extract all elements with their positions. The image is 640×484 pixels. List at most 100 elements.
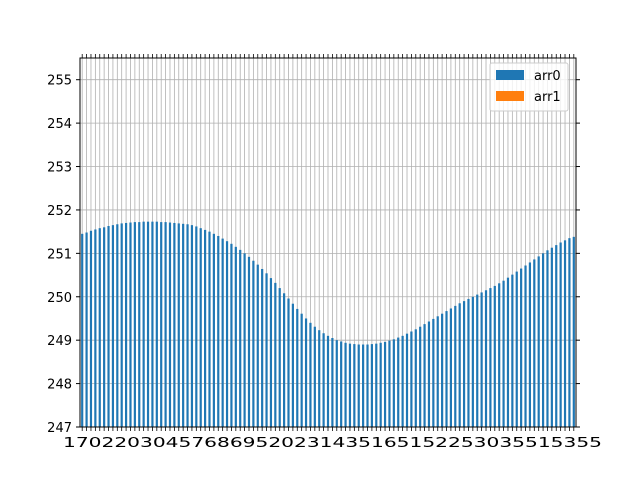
- bar: [81, 233, 84, 427]
- y-tick-label: 250: [47, 291, 72, 306]
- bar: [397, 337, 400, 427]
- bar: [186, 224, 189, 427]
- bar: [340, 341, 343, 427]
- bar: [515, 271, 518, 427]
- bar: [269, 278, 273, 427]
- bar: [493, 285, 496, 427]
- bar: [208, 231, 211, 427]
- bar: [261, 268, 264, 427]
- legend-swatch-arr1: [496, 91, 524, 101]
- bar: [313, 326, 316, 427]
- bar: [383, 341, 387, 427]
- bar: [388, 340, 391, 427]
- bar: [419, 326, 422, 427]
- bar: [533, 259, 536, 427]
- bar: [318, 330, 321, 427]
- bar: [476, 294, 479, 427]
- bar: [427, 321, 431, 427]
- legend: arr0 arr1: [489, 62, 569, 112]
- bar: [146, 221, 150, 427]
- bar: [239, 249, 242, 427]
- bar: [204, 229, 207, 427]
- bar: [133, 222, 136, 427]
- bar: [168, 222, 172, 427]
- bar: [401, 335, 404, 427]
- bar: [182, 223, 185, 427]
- bar: [480, 292, 483, 427]
- bar: [423, 324, 426, 427]
- bar: [304, 318, 308, 427]
- bar: [326, 335, 330, 427]
- bar: [498, 283, 501, 427]
- bar: [155, 221, 158, 427]
- y-tick-label: 252: [47, 204, 72, 219]
- bar: [344, 342, 347, 427]
- bar: [467, 298, 470, 427]
- bar: [449, 308, 452, 427]
- bar: [89, 230, 93, 427]
- bar: [335, 340, 338, 427]
- bar: [392, 339, 395, 427]
- bar: [528, 262, 532, 427]
- bar: [462, 301, 466, 427]
- bar: [502, 280, 505, 427]
- bar: [445, 311, 448, 427]
- legend-label-arr0: arr0: [534, 69, 561, 84]
- bar: [124, 222, 128, 427]
- bar: [221, 238, 224, 427]
- bar: [212, 233, 215, 427]
- bar: [120, 223, 123, 427]
- bar: [243, 253, 246, 427]
- bar: [217, 235, 220, 427]
- bar: [520, 268, 523, 427]
- bar: [195, 226, 198, 427]
- bar: [309, 322, 312, 427]
- bar: [177, 223, 180, 427]
- bar: [550, 247, 553, 427]
- bar: [291, 303, 294, 427]
- bar: [454, 305, 457, 427]
- y-tick-label: 248: [47, 378, 72, 393]
- bar: [256, 264, 259, 427]
- bar: [441, 313, 444, 427]
- bar: [353, 344, 356, 427]
- bar: [129, 222, 132, 427]
- bar: [160, 222, 163, 427]
- ticks: 247 248 249 250 251 252 253 254 255 1702203045768…: [47, 54, 602, 451]
- bar: [164, 222, 167, 427]
- bar: [296, 308, 299, 427]
- bar: [375, 343, 378, 427]
- bar: [410, 331, 413, 427]
- bar: [331, 338, 334, 427]
- bar: [234, 246, 237, 427]
- legend-swatch-arr0: [496, 70, 524, 80]
- bar: [541, 253, 545, 427]
- bar: [173, 222, 176, 427]
- bar: [190, 225, 194, 427]
- bar: [568, 238, 571, 427]
- bar: [230, 243, 233, 427]
- bar: [274, 282, 277, 427]
- x-tick-labels: 1702203045768695202314351651522530355153…: [63, 436, 602, 451]
- bar: [322, 333, 325, 427]
- bar: [506, 277, 510, 427]
- bar: [252, 260, 255, 427]
- bar: [537, 256, 540, 427]
- bar: [300, 313, 303, 427]
- bar: [546, 250, 549, 427]
- y-tick-label: 247: [47, 421, 72, 436]
- bar: [199, 228, 202, 427]
- bar: [414, 329, 417, 427]
- y-tick-label: 255: [47, 74, 72, 89]
- bar: [357, 344, 360, 427]
- y-tick-label: 249: [47, 334, 72, 349]
- bar: [94, 229, 97, 427]
- bar: [370, 344, 373, 427]
- bar: [142, 221, 145, 427]
- bar: [348, 343, 352, 427]
- bar: [405, 333, 409, 427]
- bar: [265, 273, 268, 427]
- y-tick-label: 253: [47, 161, 72, 176]
- bar: [98, 228, 101, 427]
